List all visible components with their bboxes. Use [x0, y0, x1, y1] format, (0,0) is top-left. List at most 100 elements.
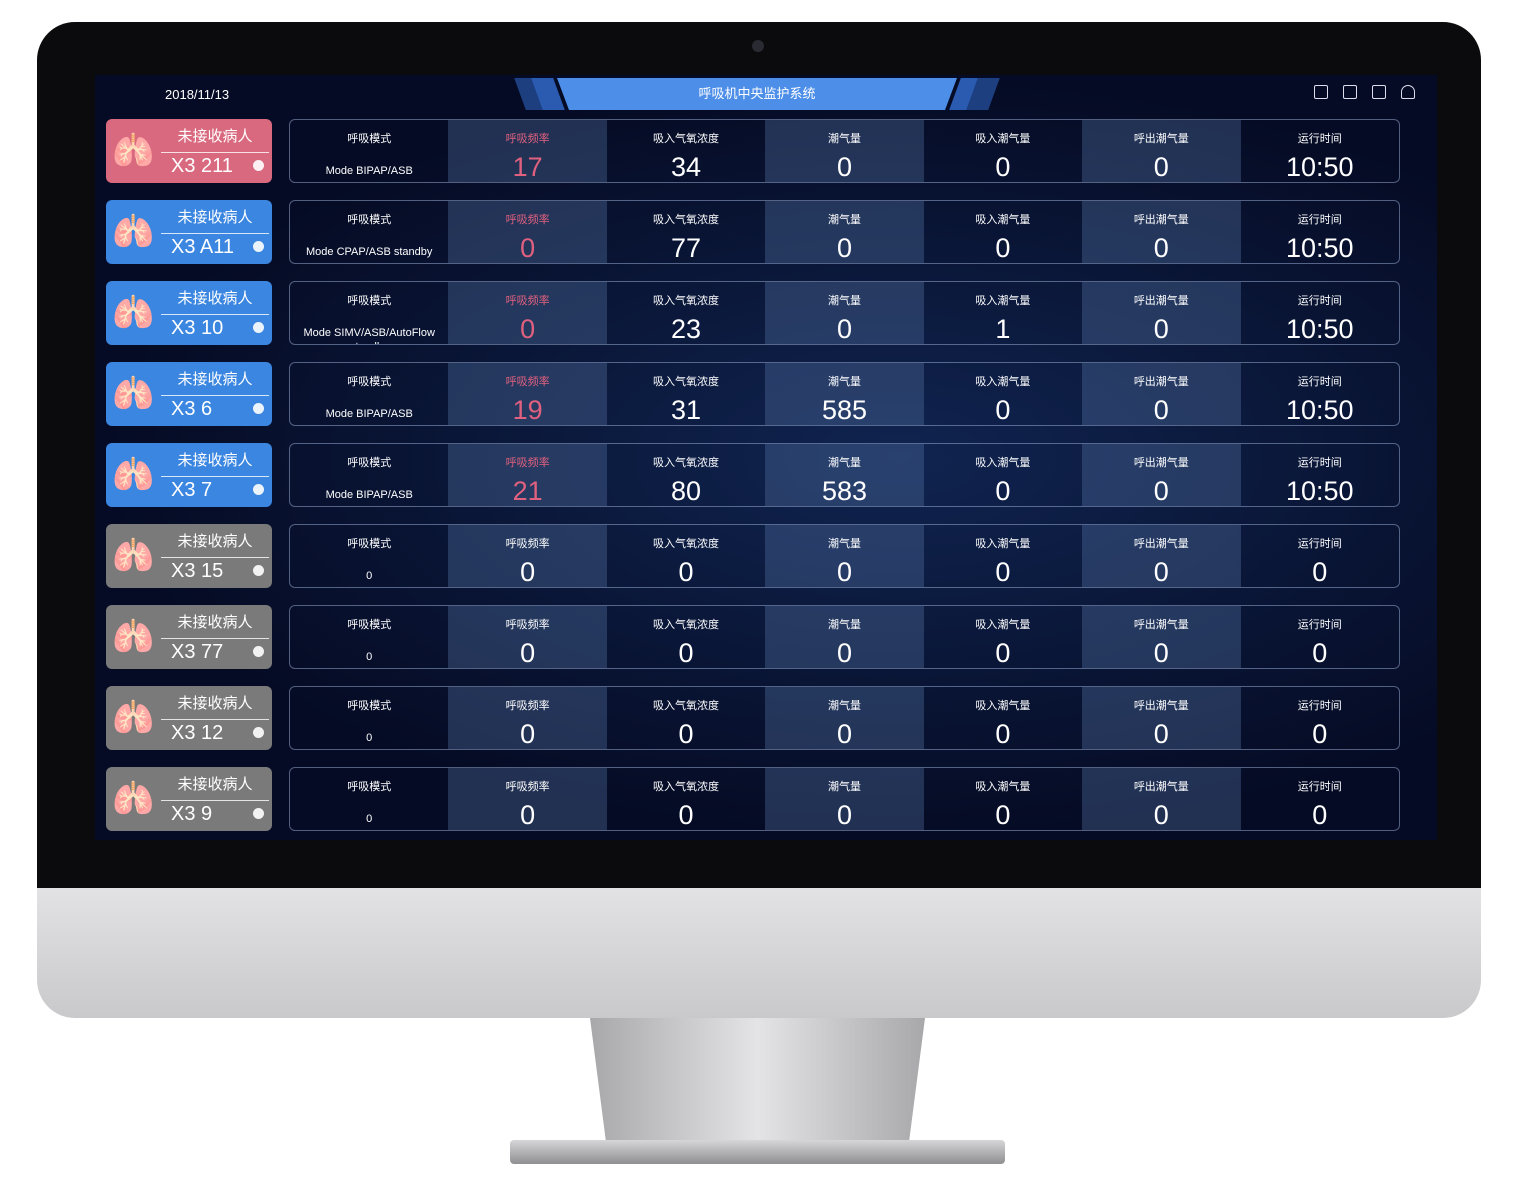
monitor-foot [510, 1140, 1005, 1164]
metric-value: 0 [520, 557, 536, 587]
metric-label: 吸入潮气量 [975, 376, 1031, 388]
metric-cell: 呼吸频率 0 [448, 606, 607, 668]
ventilator-row: 🫁 未接收病人 X3 77 呼吸模式 0 呼吸频率 0 吸入气氧浓度 0 潮气量 0 吸入潮气量… [106, 605, 1400, 669]
edit-icon[interactable] [253, 727, 264, 738]
metric-cell: 运行时间 10:50 [1241, 363, 1399, 425]
metrics-panel: 呼吸模式 Mode BIPAP/ASB 呼吸频率 19 吸入气氧浓度 31 潮气量 585 吸入… [289, 362, 1400, 426]
metric-cell: 吸入气氧浓度 34 [607, 120, 765, 182]
bed-card[interactable]: 🫁 未接收病人 X3 6 [106, 362, 272, 426]
bed-card[interactable]: 🫁 未接收病人 X3 9 [106, 767, 272, 831]
metric-cell: 呼出潮气量 0 [1082, 606, 1241, 668]
metric-label: 吸入潮气量 [975, 700, 1031, 712]
mode-value: Mode SIMV/ASB/AutoFlow standby [303, 327, 435, 344]
metric-cell: 呼吸频率 0 [448, 282, 607, 344]
bed-card[interactable]: 🫁 未接收病人 X3 211 [106, 119, 272, 183]
metric-value: 0 [520, 800, 536, 830]
metric-label: 吸入气氧浓度 [653, 619, 720, 631]
metric-mode: 呼吸模式 0 [290, 606, 448, 668]
metric-value: 0 [1153, 314, 1169, 344]
user-icon[interactable] [1401, 85, 1415, 99]
patient-status: 未接收病人 [161, 692, 269, 720]
metric-value: 0 [995, 395, 1011, 425]
metric-cell: 吸入潮气量 0 [924, 768, 1082, 830]
edit-icon[interactable] [253, 565, 264, 576]
metrics-panel: 呼吸模式 0 呼吸频率 0 吸入气氧浓度 0 潮气量 0 吸入潮气量 0 呼出潮气量 0 运行时间 0 [289, 767, 1400, 831]
edit-icon[interactable] [253, 403, 264, 414]
metric-label: 呼吸频率 [505, 133, 550, 145]
metric-cell: 吸入气氧浓度 77 [607, 201, 765, 263]
edit-icon[interactable] [1343, 85, 1357, 99]
metric-cell: 呼吸频率 0 [448, 687, 607, 749]
metric-label: 呼出潮气量 [1133, 376, 1189, 388]
edit-icon[interactable] [253, 808, 264, 819]
metric-cell: 吸入气氧浓度 0 [607, 606, 765, 668]
metric-cell: 呼吸频率 21 [448, 444, 607, 506]
bed-card[interactable]: 🫁 未接收病人 X3 12 [106, 686, 272, 750]
camera [752, 40, 764, 52]
metric-label: 吸入气氧浓度 [653, 781, 720, 793]
metric-value: 0 [1153, 476, 1169, 506]
metric-label: 潮气量 [827, 538, 861, 550]
lungs-icon: 🫁 [112, 132, 155, 170]
metrics-panel: 呼吸模式 Mode SIMV/ASB/AutoFlow standby 呼吸频率 0 吸… [289, 281, 1400, 345]
metric-label: 潮气量 [827, 457, 861, 469]
metric-cell: 运行时间 10:50 [1241, 444, 1399, 506]
metric-label: 潮气量 [827, 781, 861, 793]
lungs-icon: 🫁 [112, 537, 155, 575]
bed-number: X3 9 [171, 803, 213, 825]
bed-number: X3 15 [171, 560, 224, 582]
metric-value: 31 [671, 395, 702, 425]
metric-value: 0 [995, 476, 1011, 506]
metric-value: 0 [995, 152, 1011, 182]
metric-cell: 吸入潮气量 0 [924, 606, 1082, 668]
patient-status: 未接收病人 [161, 449, 269, 477]
metric-cell: 潮气量 0 [765, 687, 924, 749]
metric-value: 0 [836, 719, 852, 749]
metric-label: 吸入气氧浓度 [653, 376, 720, 388]
ventilator-row: 🫁 未接收病人 X3 15 呼吸模式 0 呼吸频率 0 吸入气氧浓度 0 潮气量 0 吸入潮气量… [106, 524, 1400, 588]
metric-label: 潮气量 [827, 295, 861, 307]
metric-value: 0 [678, 557, 694, 587]
metric-value: 10:50 [1285, 233, 1354, 263]
lungs-icon: 🫁 [112, 213, 155, 251]
edit-icon[interactable] [253, 241, 264, 252]
metric-cell: 呼出潮气量 0 [1082, 120, 1241, 182]
mode-value: 0 [366, 570, 373, 582]
metric-value: 0 [836, 314, 852, 344]
metrics-panel: 呼吸模式 0 呼吸频率 0 吸入气氧浓度 0 潮气量 0 吸入潮气量 0 呼出潮气量 0 运行时间 0 [289, 605, 1400, 669]
metric-cell: 潮气量 0 [765, 120, 924, 182]
layout-icon[interactable] [1372, 85, 1386, 99]
edit-icon[interactable] [253, 484, 264, 495]
metric-value: 0 [836, 233, 852, 263]
bed-number: X3 12 [171, 722, 224, 744]
metric-label: 呼吸频率 [505, 214, 550, 226]
metric-label: 吸入气氧浓度 [653, 133, 720, 145]
metric-cell: 运行时间 0 [1241, 768, 1399, 830]
monitor-chin [37, 888, 1481, 1018]
edit-icon[interactable] [253, 160, 264, 171]
bed-card[interactable]: 🫁 未接收病人 X3 A11 [106, 200, 272, 264]
monitor-stand [590, 1018, 925, 1148]
metric-cell: 呼出潮气量 0 [1082, 687, 1241, 749]
edit-icon[interactable] [253, 322, 264, 333]
metric-cell: 吸入潮气量 0 [924, 363, 1082, 425]
metric-cell: 呼吸频率 0 [448, 201, 607, 263]
metric-value: 0 [836, 638, 852, 668]
patient-status: 未接收病人 [161, 530, 269, 558]
metric-cell: 呼出潮气量 0 [1082, 444, 1241, 506]
toolbar [1314, 85, 1415, 99]
bed-card[interactable]: 🫁 未接收病人 X3 15 [106, 524, 272, 588]
mode-value: 0 [366, 813, 373, 825]
bed-card[interactable]: 🫁 未接收病人 X3 7 [106, 443, 272, 507]
edit-icon[interactable] [253, 646, 264, 657]
metric-label: 呼吸频率 [505, 619, 550, 631]
patient-status: 未接收病人 [161, 125, 269, 153]
metric-value: 0 [1153, 800, 1169, 830]
bed-card[interactable]: 🫁 未接收病人 X3 77 [106, 605, 272, 669]
metric-label: 呼吸频率 [505, 376, 550, 388]
metric-mode: 呼吸模式 0 [290, 525, 448, 587]
bed-card[interactable]: 🫁 未接收病人 X3 10 [106, 281, 272, 345]
list-icon[interactable] [1314, 85, 1328, 99]
metric-value: 0 [1153, 557, 1169, 587]
ventilator-row: 🫁 未接收病人 X3 211 呼吸模式 Mode BIPAP/ASB 呼吸频率 17 吸… [106, 119, 1400, 183]
